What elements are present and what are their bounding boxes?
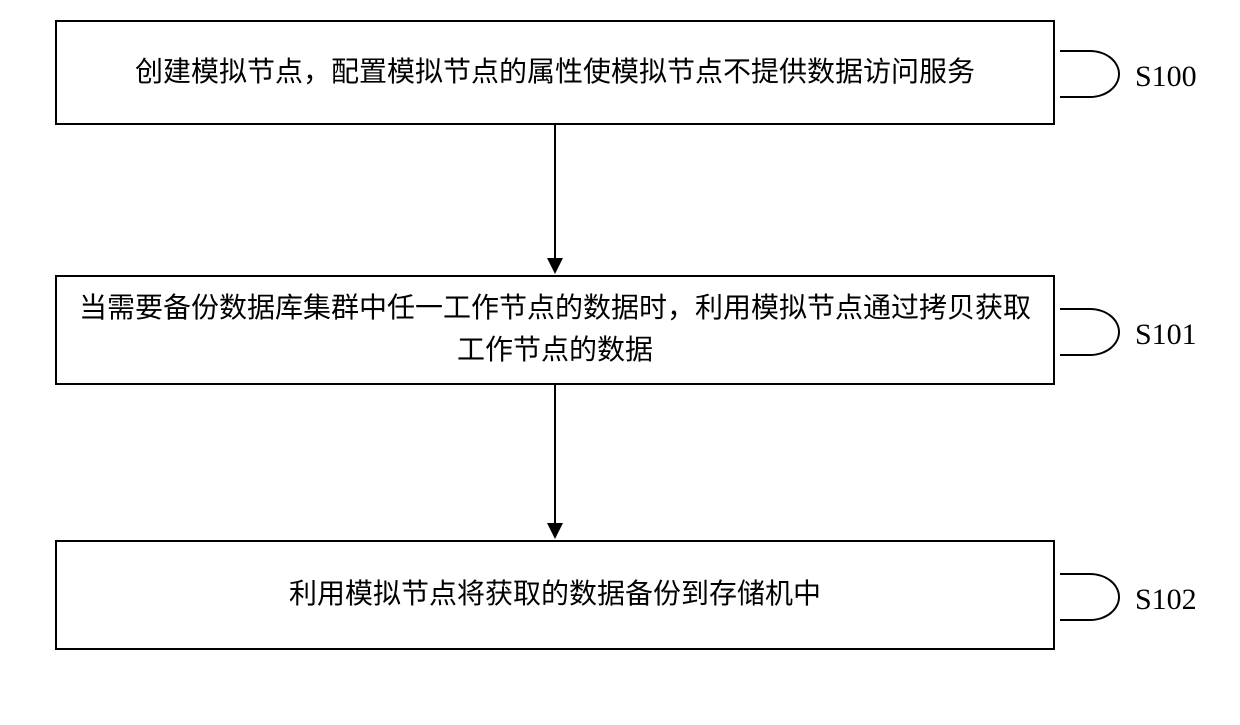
step-label-2: S101 [1135, 318, 1197, 352]
flow-step-3-text: 利用模拟节点将获取的数据备份到存储机中 [289, 574, 821, 616]
flow-step-1: 创建模拟节点，配置模拟节点的属性使模拟节点不提供数据访问服务 [55, 20, 1055, 125]
arrow-head-2 [547, 523, 563, 539]
arrow-head-1 [547, 258, 563, 274]
arrow-line-1 [554, 125, 556, 260]
flow-step-3: 利用模拟节点将获取的数据备份到存储机中 [55, 540, 1055, 650]
bracket-1 [1060, 50, 1120, 98]
flow-step-1-text: 创建模拟节点，配置模拟节点的属性使模拟节点不提供数据访问服务 [135, 52, 975, 94]
flowchart-container: 创建模拟节点，配置模拟节点的属性使模拟节点不提供数据访问服务 S100 当需要备… [0, 0, 1240, 725]
bracket-2 [1060, 308, 1120, 356]
bracket-3 [1060, 573, 1120, 621]
step-label-1: S100 [1135, 60, 1197, 94]
flow-step-2: 当需要备份数据库集群中任一工作节点的数据时，利用模拟节点通过拷贝获取工作节点的数… [55, 275, 1055, 385]
flow-step-2-text: 当需要备份数据库集群中任一工作节点的数据时，利用模拟节点通过拷贝获取工作节点的数… [77, 288, 1033, 372]
arrow-line-2 [554, 385, 556, 525]
step-label-3: S102 [1135, 583, 1197, 617]
